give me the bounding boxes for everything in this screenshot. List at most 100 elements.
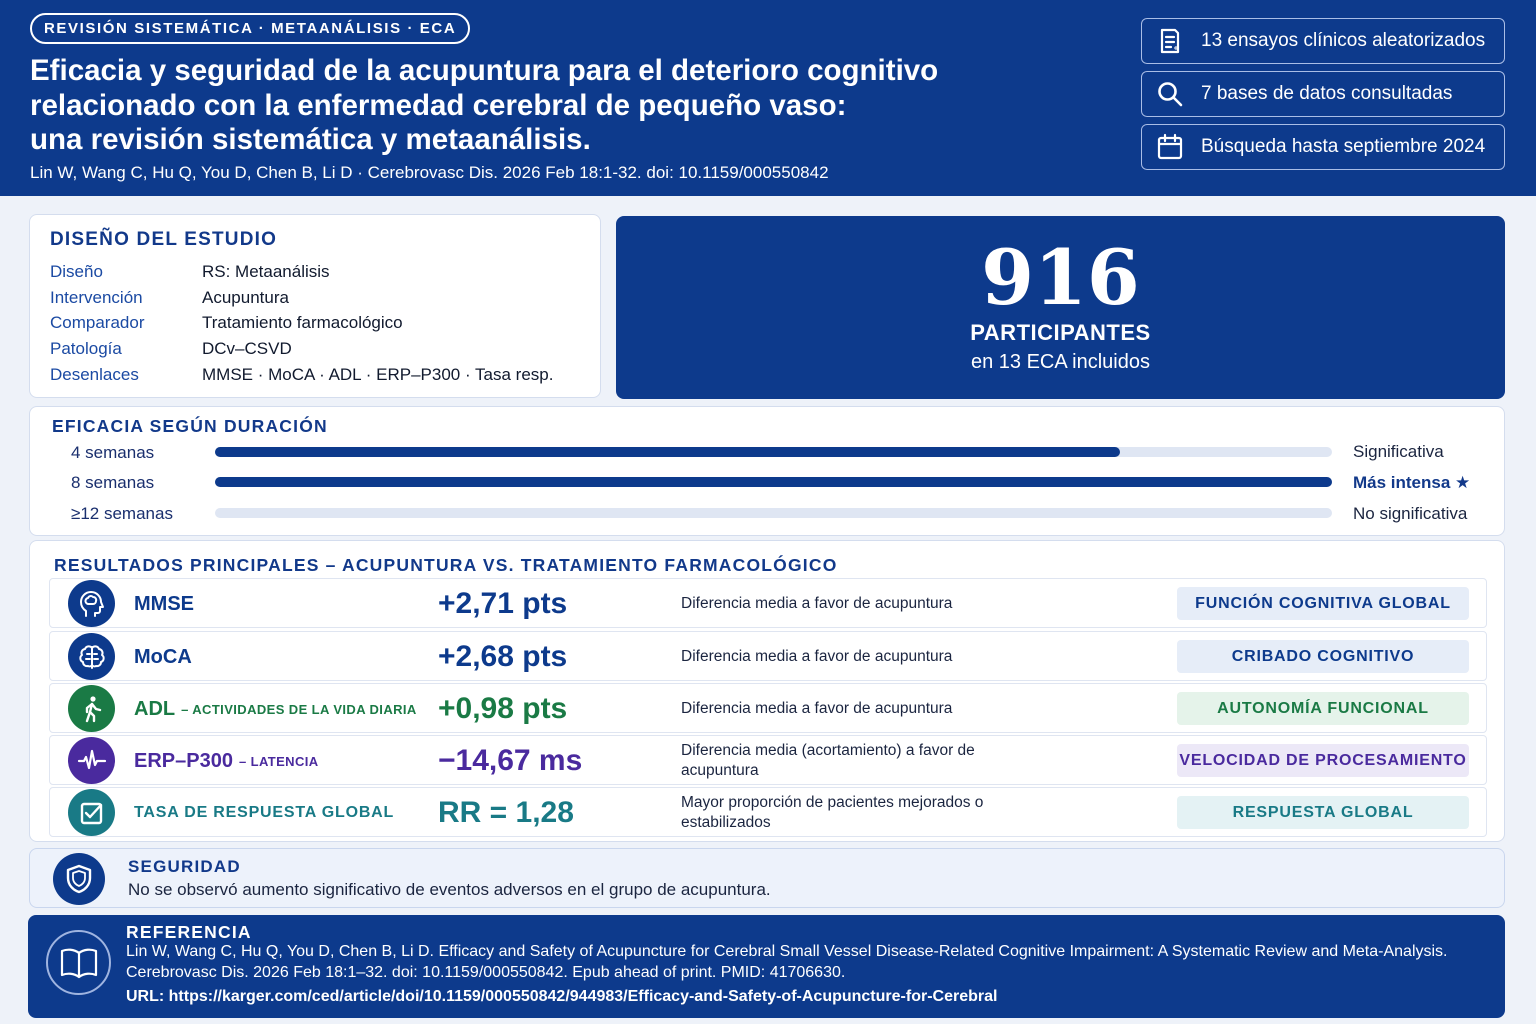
results-card: RESULTADOS PRINCIPALES – ACUPUNTURA VS. … xyxy=(29,540,1505,842)
result-name-sub: – ACTIVIDADES DE LA VIDA DIARIA xyxy=(181,701,417,717)
design-value: MMSE · MoCA · ADL · ERP–P300 · Tasa resp… xyxy=(202,365,554,384)
duration-card: EFICACIA SEGÚN DURACIÓN 4 semanas Signif… xyxy=(29,406,1505,536)
duration-bar-fill xyxy=(215,477,1332,487)
duration-verdict: No significativa xyxy=(1353,504,1468,523)
result-row: MMSE +2,71 pts Diferencia media a favor … xyxy=(49,578,1487,628)
checkbox-icon xyxy=(80,802,102,824)
participants-number: 916 xyxy=(981,233,1140,322)
result-name: ADL – ACTIVIDADES DE LA VIDA DIARIA xyxy=(134,684,417,734)
duration-verdict: Significativa xyxy=(1353,442,1444,461)
stat-databases: 7 bases de datos consultadas xyxy=(1141,71,1505,117)
result-icon-circle xyxy=(68,737,115,784)
safety-icon-circle xyxy=(53,853,105,905)
result-icon-circle xyxy=(68,633,115,680)
brain-icon xyxy=(78,644,105,669)
result-icon-circle xyxy=(68,685,115,732)
study-type-tag: REVISIÓN SISTEMÁTICA · METAANÁLISIS · EC… xyxy=(30,13,471,44)
shield-icon xyxy=(66,864,92,894)
page-title: Eficacia y seguridad de la acupuntura pa… xyxy=(30,54,1110,158)
header-citation: Lin W, Wang C, Hu Q, You D, Chen B, Li D… xyxy=(30,163,829,182)
header-banner: REVISIÓN SISTEMÁTICA · METAANÁLISIS · EC… xyxy=(0,0,1536,196)
title-line: Eficacia y seguridad de la acupuntura pa… xyxy=(30,54,939,87)
design-key: Diseño xyxy=(50,262,103,281)
duration-label: 4 semanas xyxy=(71,443,155,462)
result-name: MMSE xyxy=(134,579,194,629)
title-line: una revisión sistemática y metaanálisis. xyxy=(30,123,591,156)
reference-card: REFERENCIA Lin W, Wang C, Hu Q, You D, C… xyxy=(28,915,1505,1018)
search-icon xyxy=(1158,82,1183,107)
document-list-icon xyxy=(1160,28,1180,54)
design-key: Desenlaces xyxy=(50,365,139,384)
stat-text: Búsqueda hasta septiembre 2024 xyxy=(1201,136,1486,157)
result-category-badge: AUTONOMÍA FUNCIONAL xyxy=(1177,692,1469,725)
result-name: MoCA xyxy=(134,632,192,682)
result-description: Diferencia media (acortamiento) a favor … xyxy=(681,742,975,779)
result-row: ERP–P300 – LATENCIA −14,67 ms Diferencia… xyxy=(49,735,1487,785)
brain-head-icon xyxy=(79,590,104,617)
result-description: Diferencia media a favor de acupuntura xyxy=(681,700,953,717)
book-icon-circle xyxy=(46,930,111,995)
design-value: DCv–CSVD xyxy=(202,339,292,358)
safety-card: SEGURIDAD No se observó aumento signific… xyxy=(29,848,1505,908)
result-description: Mayor proporción de pacientes mejorados … xyxy=(681,794,984,831)
result-row: MoCA +2,68 pts Diferencia media a favor … xyxy=(49,631,1487,681)
result-name-text: ADL xyxy=(134,697,176,720)
safety-text: No se observó aumento significativo de e… xyxy=(128,880,771,899)
result-name-text: MoCA xyxy=(134,645,192,668)
walking-person-icon xyxy=(85,695,101,722)
result-name-sub: – LATENCIA xyxy=(238,753,319,769)
result-row: TASA DE RESPUESTA GLOBAL RR = 1,28 Mayor… xyxy=(49,787,1487,837)
result-name: TASA DE RESPUESTA GLOBAL xyxy=(134,788,394,838)
design-value: Tratamiento farmacológico xyxy=(202,313,403,332)
result-category-badge: FUNCIÓN COGNITIVA GLOBAL xyxy=(1177,587,1469,620)
design-value: Acupuntura xyxy=(202,288,289,307)
title-line: relacionado con la enfermedad cerebral d… xyxy=(30,88,847,122)
duration-bar-track xyxy=(215,447,1332,457)
section-title: SEGURIDAD xyxy=(128,857,241,876)
result-name: ERP–P300 – LATENCIA xyxy=(134,736,319,786)
result-value: +2,68 pts xyxy=(438,640,568,673)
section-title: RESULTADOS PRINCIPALES – ACUPUNTURA VS. … xyxy=(54,555,838,575)
result-icon-circle xyxy=(68,789,115,836)
result-value: +2,71 pts xyxy=(438,587,568,620)
duration-bar-fill xyxy=(215,447,1120,457)
book-icon xyxy=(60,948,97,978)
duration-label: ≥12 semanas xyxy=(71,504,173,523)
result-row: ADL – ACTIVIDADES DE LA VIDA DIARIA +0,9… xyxy=(49,683,1487,733)
result-name-text: ERP–P300 xyxy=(134,749,233,772)
participants-label: PARTICIPANTES xyxy=(970,320,1151,345)
result-category-badge: CRIBADO COGNITIVO xyxy=(1177,640,1469,673)
duration-bar-track xyxy=(215,477,1332,487)
design-key: Patología xyxy=(50,339,122,358)
design-value: RS: Metaanálisis xyxy=(202,262,330,281)
calendar-icon xyxy=(1157,133,1183,160)
result-description: Diferencia media a favor de acupuntura xyxy=(681,595,953,612)
duration-label: 8 semanas xyxy=(71,473,155,492)
reference-line: Lin W, Wang C, Hu Q, You D, Chen B, Li D… xyxy=(126,943,1448,960)
result-category-badge: VELOCIDAD DE PROCESAMIENTO xyxy=(1177,744,1469,777)
reference-title: REFERENCIA xyxy=(126,922,252,942)
section-title: EFICACIA SEGÚN DURACIÓN xyxy=(52,416,328,436)
stat-text: 13 ensayos clínicos aleatorizados xyxy=(1201,30,1486,51)
reference-url[interactable]: URL: https://karger.com/ced/article/doi/… xyxy=(126,988,998,1005)
design-key: Intervención xyxy=(50,288,143,307)
design-key: Comparador xyxy=(50,313,145,332)
duration-verdict: Más intensa ★ xyxy=(1353,473,1471,492)
duration-bar-track xyxy=(215,508,1332,518)
study-design-card: DISEÑO DEL ESTUDIO Diseño RS: Metaanális… xyxy=(29,214,601,398)
stat-search-date: Búsqueda hasta septiembre 2024 xyxy=(1141,124,1505,170)
stat-trials: 13 ensayos clínicos aleatorizados xyxy=(1141,18,1505,64)
result-value: +0,98 pts xyxy=(438,692,568,725)
participants-sub: en 13 ECA incluidos xyxy=(970,351,1150,373)
result-name-text: TASA DE RESPUESTA GLOBAL xyxy=(134,804,395,821)
result-name-text: MMSE xyxy=(134,592,194,615)
participants-card: 916 PARTICIPANTES en 13 ECA incluidos xyxy=(616,216,1505,399)
result-value: −14,67 ms xyxy=(438,744,583,777)
stat-text: 7 bases de datos consultadas xyxy=(1201,83,1453,104)
section-title: DISEÑO DEL ESTUDIO xyxy=(50,229,278,250)
result-icon-circle xyxy=(68,580,115,627)
reference-line: Cerebrovasc Dis. 2026 Feb 18:1–32. doi: … xyxy=(126,964,846,981)
result-category-badge: RESPUESTA GLOBAL xyxy=(1177,796,1469,829)
result-description: Diferencia media a favor de acupuntura xyxy=(681,648,953,665)
result-value: RR = 1,28 xyxy=(438,796,574,829)
